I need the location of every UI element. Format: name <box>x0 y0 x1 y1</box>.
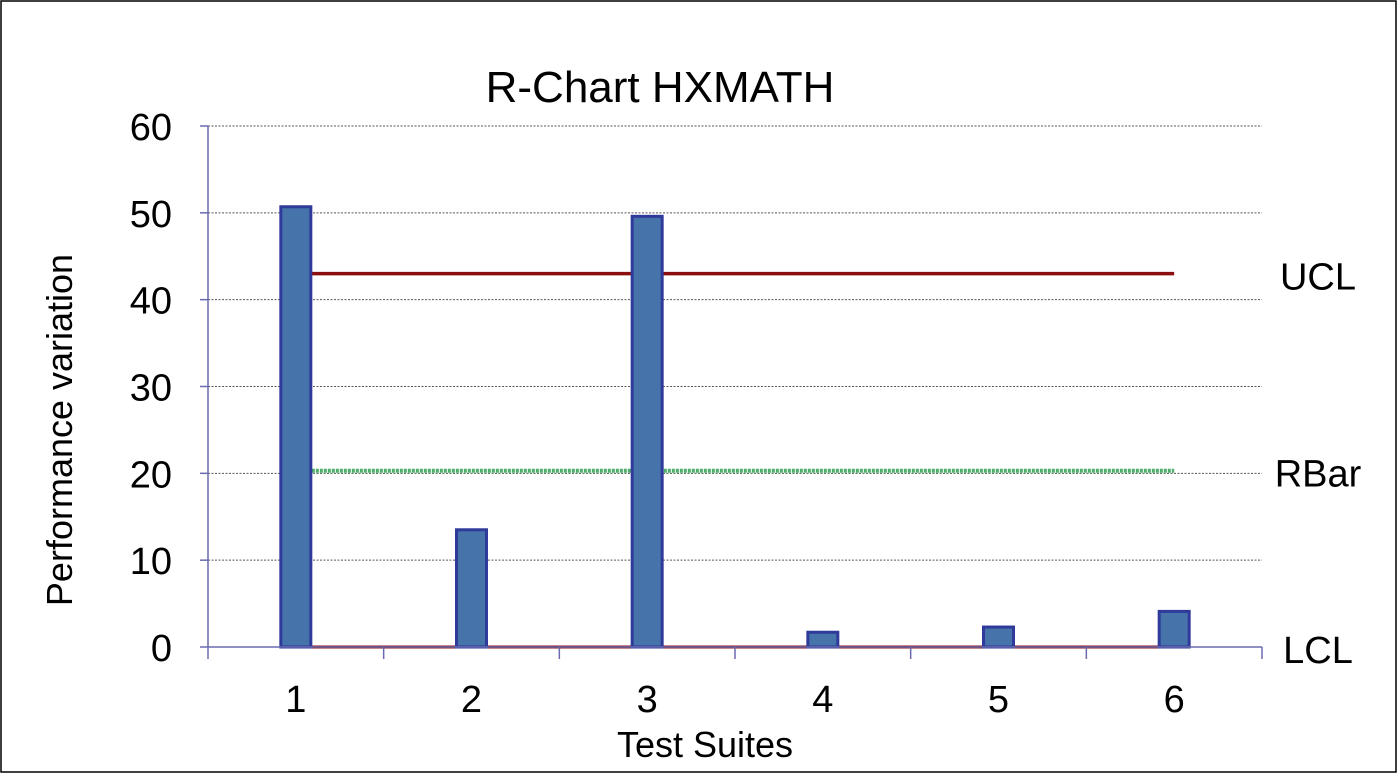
bar <box>455 528 488 649</box>
y-tick-label: 40 <box>130 281 172 323</box>
x-tick-label: 1 <box>285 679 306 721</box>
bar <box>279 205 313 649</box>
y-tick-label: 10 <box>130 541 172 583</box>
axes <box>200 125 1263 659</box>
y-axis-label: Performance variation <box>39 254 80 606</box>
x-tick-label: 3 <box>637 679 658 721</box>
x-tick-label: 5 <box>988 679 1009 721</box>
x-tick-label: 6 <box>1164 679 1185 721</box>
y-tick-label: 20 <box>130 454 172 496</box>
x-tick-labels: 1 2 3 4 5 6 <box>285 679 1184 721</box>
bar <box>1157 609 1191 649</box>
bar <box>982 625 1015 649</box>
y-tick-label: 0 <box>151 628 172 670</box>
y-tick-labels: 0 10 20 30 40 50 60 <box>130 107 172 670</box>
control-line-labels: UCL RBar LCL <box>1275 257 1362 672</box>
x-axis-label: Test Suites <box>617 724 793 765</box>
y-tick-label: 50 <box>130 194 172 236</box>
control-line-label-lcl: LCL <box>1283 630 1353 672</box>
control-line-label-ucl: UCL <box>1280 257 1356 299</box>
bars <box>279 205 1191 649</box>
gridlines <box>208 125 1262 561</box>
bar <box>806 630 840 649</box>
control-line-label-rbar: RBar <box>1275 454 1362 496</box>
x-tick-label: 2 <box>461 679 482 721</box>
y-tick-label: 30 <box>130 368 172 410</box>
chart-title: R-Chart HXMATH <box>486 63 835 112</box>
bar <box>630 214 664 649</box>
x-tick-label: 4 <box>812 679 833 721</box>
y-tick-label: 60 <box>130 107 172 149</box>
